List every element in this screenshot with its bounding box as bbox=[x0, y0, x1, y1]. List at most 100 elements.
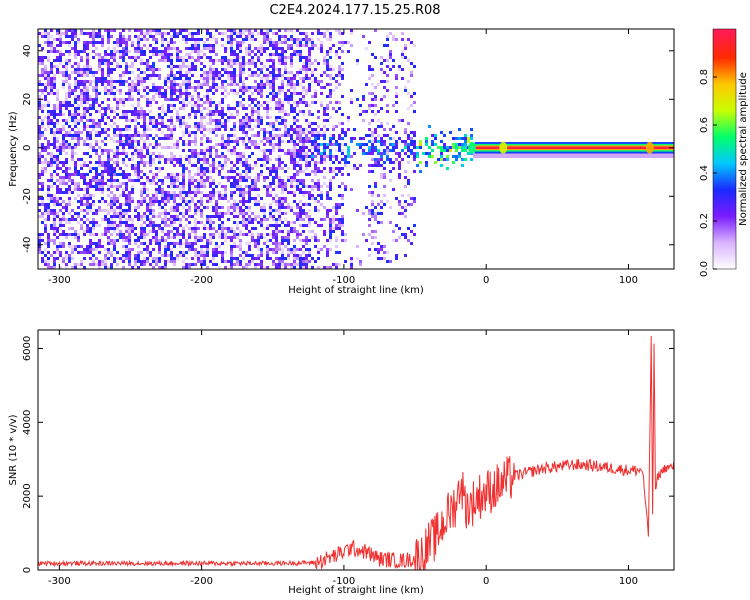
heatmap-cell bbox=[137, 131, 140, 134]
heatmap-cell bbox=[212, 92, 215, 95]
heatmap-cell bbox=[110, 77, 113, 80]
heatmap-cell bbox=[272, 128, 275, 131]
heatmap-cell bbox=[305, 266, 308, 269]
heatmap-cell bbox=[38, 89, 41, 92]
heatmap-cell bbox=[305, 164, 308, 167]
heatmap-cell bbox=[182, 242, 185, 245]
heatmap-cell bbox=[317, 47, 320, 50]
heatmap-cell bbox=[221, 212, 224, 215]
heatmap-cell bbox=[242, 176, 245, 179]
heatmap-cell bbox=[131, 224, 134, 227]
heatmap-cell bbox=[104, 113, 107, 116]
heatmap-cell bbox=[197, 95, 200, 98]
heatmap-cell bbox=[233, 209, 236, 212]
heatmap-cell bbox=[275, 218, 278, 221]
heatmap-cell bbox=[347, 149, 350, 152]
heatmap-cell bbox=[167, 245, 170, 248]
heatmap-cell bbox=[281, 101, 284, 104]
heatmap-cell bbox=[59, 59, 62, 62]
heatmap-cell bbox=[173, 218, 176, 221]
heatmap-cell bbox=[236, 215, 239, 218]
heatmap-cell bbox=[350, 260, 353, 263]
heatmap-cell bbox=[185, 92, 188, 95]
heatmap-cell bbox=[125, 134, 128, 137]
heatmap-cell bbox=[362, 98, 365, 101]
heatmap-cell bbox=[200, 164, 203, 167]
heatmap-cell bbox=[158, 68, 161, 71]
heatmap-cell bbox=[56, 149, 59, 152]
heatmap-cell bbox=[272, 92, 275, 95]
heatmap-cell bbox=[272, 47, 275, 50]
heatmap-cell bbox=[113, 179, 116, 182]
heatmap-cell bbox=[230, 227, 233, 230]
heatmap-cell bbox=[365, 152, 368, 155]
heatmap-cell bbox=[326, 143, 329, 146]
heatmap-cell bbox=[302, 158, 305, 161]
heatmap-cell bbox=[281, 50, 284, 53]
heatmap-cell bbox=[323, 206, 326, 209]
heatmap-cell bbox=[275, 209, 278, 212]
heatmap-cell bbox=[254, 215, 257, 218]
heatmap-cell bbox=[143, 236, 146, 239]
heatmap-cell bbox=[197, 59, 200, 62]
heatmap-cell bbox=[260, 158, 263, 161]
heatmap-cell bbox=[224, 161, 227, 164]
heatmap-cell bbox=[257, 143, 260, 146]
heatmap-cell bbox=[110, 266, 113, 269]
heatmap-cell bbox=[290, 29, 293, 32]
heatmap-cell bbox=[293, 131, 296, 134]
heatmap-cell bbox=[80, 167, 83, 170]
heatmap-cell bbox=[335, 224, 338, 227]
heatmap-cell bbox=[44, 260, 47, 263]
heatmap-cell bbox=[155, 263, 158, 266]
heatmap-cell bbox=[77, 263, 80, 266]
heatmap-cell bbox=[179, 29, 182, 32]
heatmap-cell bbox=[296, 233, 299, 236]
heatmap-cell bbox=[233, 50, 236, 53]
heatmap-cell bbox=[323, 167, 326, 170]
heatmap-cell bbox=[311, 143, 314, 146]
heatmap-cell bbox=[386, 146, 389, 149]
heatmap-cell bbox=[170, 257, 173, 260]
heatmap-cell bbox=[392, 143, 395, 146]
heatmap-cell bbox=[317, 209, 320, 212]
heatmap-cell bbox=[260, 209, 263, 212]
heatmap-cell bbox=[59, 107, 62, 110]
heatmap-cell bbox=[338, 32, 341, 35]
heatmap-cell bbox=[293, 53, 296, 56]
heatmap-cell bbox=[44, 224, 47, 227]
heatmap-cell bbox=[440, 158, 443, 161]
heatmap-cell bbox=[98, 119, 101, 122]
heatmap-cell bbox=[248, 68, 251, 71]
heatmap-cell bbox=[272, 215, 275, 218]
heatmap-cell bbox=[356, 209, 359, 212]
heatmap-cell bbox=[281, 188, 284, 191]
heatmap-cell bbox=[149, 197, 152, 200]
heatmap-cell bbox=[125, 125, 128, 128]
heatmap-cell bbox=[182, 227, 185, 230]
heatmap-cell bbox=[356, 59, 359, 62]
heatmap-cell bbox=[260, 62, 263, 65]
heatmap-cell bbox=[113, 173, 116, 176]
heatmap-cell bbox=[122, 158, 125, 161]
heatmap-cell bbox=[179, 221, 182, 224]
heatmap-cell bbox=[383, 149, 386, 152]
heatmap-cell bbox=[224, 191, 227, 194]
heatmap-cell bbox=[308, 104, 311, 107]
heatmap-cell bbox=[398, 119, 401, 122]
heatmap-cell bbox=[137, 251, 140, 254]
heatmap-cell bbox=[269, 29, 272, 32]
heatmap-cell bbox=[185, 83, 188, 86]
heatmap-cell bbox=[377, 83, 380, 86]
heatmap-cell bbox=[179, 68, 182, 71]
heatmap-cell bbox=[374, 86, 377, 89]
heatmap-cell bbox=[317, 182, 320, 185]
heatmap-cell bbox=[206, 239, 209, 242]
heatmap-cell bbox=[329, 209, 332, 212]
heatmap-cell bbox=[143, 62, 146, 65]
heatmap-cell bbox=[386, 155, 389, 158]
heatmap-cell bbox=[185, 158, 188, 161]
heatmap-cell bbox=[308, 224, 311, 227]
heatmap-cell bbox=[158, 260, 161, 263]
heatmap-cell bbox=[143, 263, 146, 266]
